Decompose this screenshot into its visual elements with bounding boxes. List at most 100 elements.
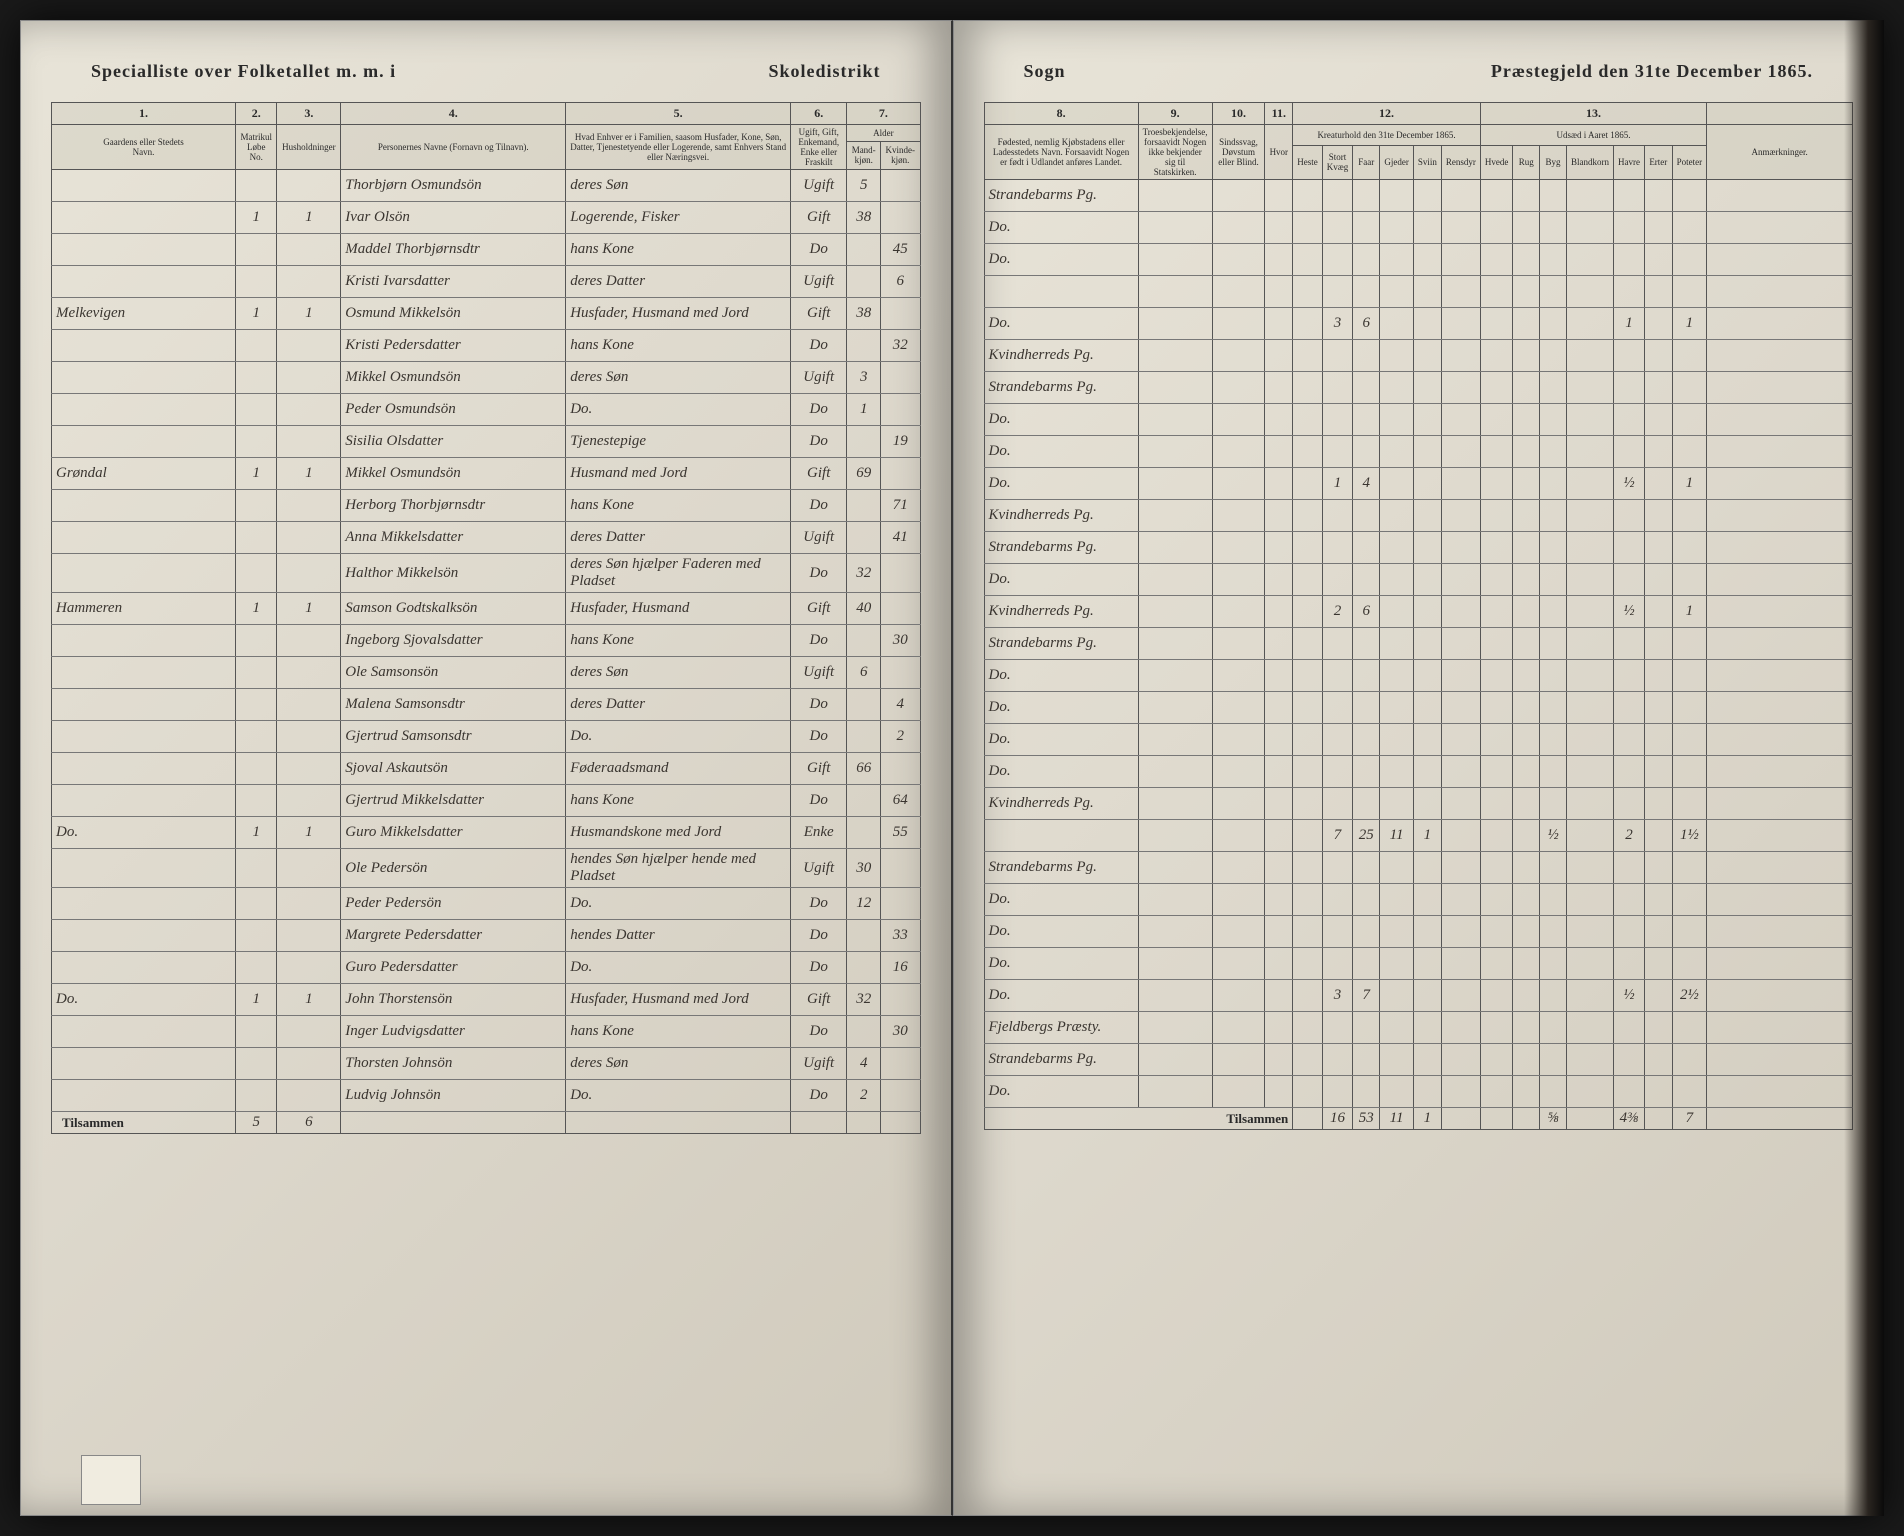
cell-count-10 xyxy=(1613,532,1644,564)
cell-count-5 xyxy=(1441,596,1480,628)
cell-count-12: 1 xyxy=(1672,596,1707,628)
col11-num: 11. xyxy=(1265,103,1293,125)
cell-count-10 xyxy=(1613,372,1644,404)
cell-age-f xyxy=(881,1080,920,1112)
cell-farm xyxy=(52,170,236,202)
cell-count-4 xyxy=(1413,500,1441,532)
cell-count-1: 7 xyxy=(1322,820,1353,852)
cell-age-f xyxy=(881,554,920,593)
table-row: Strandebarms Pg. xyxy=(984,628,1853,660)
cell-count-2: 6 xyxy=(1353,308,1380,340)
table-row: Ingeborg Sjovalsdatterhans KoneDo30 xyxy=(52,625,921,657)
cell-birth: Do. xyxy=(984,244,1138,276)
table-row: Do.11John ThorstensönHusfader, Husmand m… xyxy=(52,984,921,1016)
cell-name: Thorsten Johnsön xyxy=(341,1048,566,1080)
cell-count-1 xyxy=(1322,948,1353,980)
cell-count-12 xyxy=(1672,180,1707,212)
cell-faith xyxy=(1138,436,1212,468)
cell-count-9 xyxy=(1566,212,1613,244)
cell-count-6 xyxy=(1480,212,1513,244)
cell-count-7 xyxy=(1513,724,1540,756)
cell-count-0 xyxy=(1293,724,1323,756)
cell-stat: Do xyxy=(791,920,847,952)
cell-remarks xyxy=(1707,692,1853,724)
cell-birth: Do. xyxy=(984,948,1138,980)
cell-count-2: 7 xyxy=(1353,980,1380,1012)
cell-count-2 xyxy=(1353,724,1380,756)
cell-h: 1 xyxy=(277,458,341,490)
cell-disability xyxy=(1212,1012,1265,1044)
cell-count-2 xyxy=(1353,660,1380,692)
cell-name: Kristi Ivarsdatter xyxy=(341,266,566,298)
table-row: Malena Samsonsdtrderes DatterDo4 xyxy=(52,689,921,721)
cell-where xyxy=(1265,340,1293,372)
cell-count-11 xyxy=(1644,564,1672,596)
cell-faith xyxy=(1138,756,1212,788)
cell-faith xyxy=(1138,916,1212,948)
cell-count-9 xyxy=(1566,724,1613,756)
cell-count-8 xyxy=(1540,1012,1567,1044)
cell-count-0 xyxy=(1293,180,1323,212)
cell-count-11 xyxy=(1644,244,1672,276)
cell-count-0 xyxy=(1293,1076,1323,1108)
cell-name: Halthor Mikkelsön xyxy=(341,554,566,593)
cell-age-m xyxy=(847,952,881,984)
cell-farm xyxy=(52,920,236,952)
cell-remarks xyxy=(1707,404,1853,436)
cell-age-m xyxy=(847,689,881,721)
cell-count-9 xyxy=(1566,884,1613,916)
col3-head: Husholdninger xyxy=(277,125,341,170)
cell-stat: Do xyxy=(791,625,847,657)
cell-count-4 xyxy=(1413,308,1441,340)
cell-count-1 xyxy=(1322,436,1353,468)
cell-m: 1 xyxy=(236,202,277,234)
cell-h xyxy=(277,426,341,458)
cell-count-2 xyxy=(1353,1012,1380,1044)
cell-count-1: 1 xyxy=(1322,468,1353,500)
cell-count-0 xyxy=(1293,404,1323,436)
cell-stat: Gift xyxy=(791,984,847,1016)
cell-name: Herborg Thorbjørnsdtr xyxy=(341,490,566,522)
cell-count-7 xyxy=(1513,404,1540,436)
cell-age-f xyxy=(881,888,920,920)
cell-count-8 xyxy=(1540,916,1567,948)
cell-count-6 xyxy=(1480,468,1513,500)
cell-count-9 xyxy=(1566,852,1613,884)
table-row: Ole Samsonsönderes SønUgift6 xyxy=(52,657,921,689)
table-row: Sjoval AskautsönFøderaadsmandGift66 xyxy=(52,753,921,785)
cell-count-0 xyxy=(1293,500,1323,532)
table-row: Ole Pedersönhendes Søn hjælper hende med… xyxy=(52,849,921,888)
cell-where xyxy=(1265,1044,1293,1076)
table-row: Do. xyxy=(984,724,1853,756)
cell-count-8 xyxy=(1540,596,1567,628)
cell-count-4 xyxy=(1413,756,1441,788)
cell-count-1 xyxy=(1322,660,1353,692)
table-row: Do. xyxy=(984,244,1853,276)
cell-count-5 xyxy=(1441,852,1480,884)
col6-num: 6. xyxy=(791,103,847,125)
cell-count-5 xyxy=(1441,628,1480,660)
cell-remarks xyxy=(1707,916,1853,948)
cell-age-f xyxy=(881,394,920,426)
cell-rel: deres Datter xyxy=(566,689,791,721)
cell-count-5 xyxy=(1441,404,1480,436)
cell-where xyxy=(1265,372,1293,404)
cell-count-6 xyxy=(1480,308,1513,340)
cell-age-f xyxy=(881,1048,920,1080)
cell-count-5 xyxy=(1441,1012,1480,1044)
cell-age-f xyxy=(881,753,920,785)
cell-count-0 xyxy=(1293,1044,1323,1076)
cell-faith xyxy=(1138,1076,1212,1108)
cell-count-3 xyxy=(1380,980,1414,1012)
cell-disability xyxy=(1212,852,1265,884)
cell-count-1 xyxy=(1322,404,1353,436)
cell-count-0 xyxy=(1293,276,1323,308)
cell-count-3 xyxy=(1380,852,1414,884)
cell-count-4 xyxy=(1413,596,1441,628)
cell-count-1 xyxy=(1322,532,1353,564)
cell-h xyxy=(277,625,341,657)
footer-count-10: 4⅜ xyxy=(1613,1108,1644,1130)
cell-count-9 xyxy=(1566,1076,1613,1108)
cell-count-6 xyxy=(1480,788,1513,820)
cell-count-1 xyxy=(1322,500,1353,532)
